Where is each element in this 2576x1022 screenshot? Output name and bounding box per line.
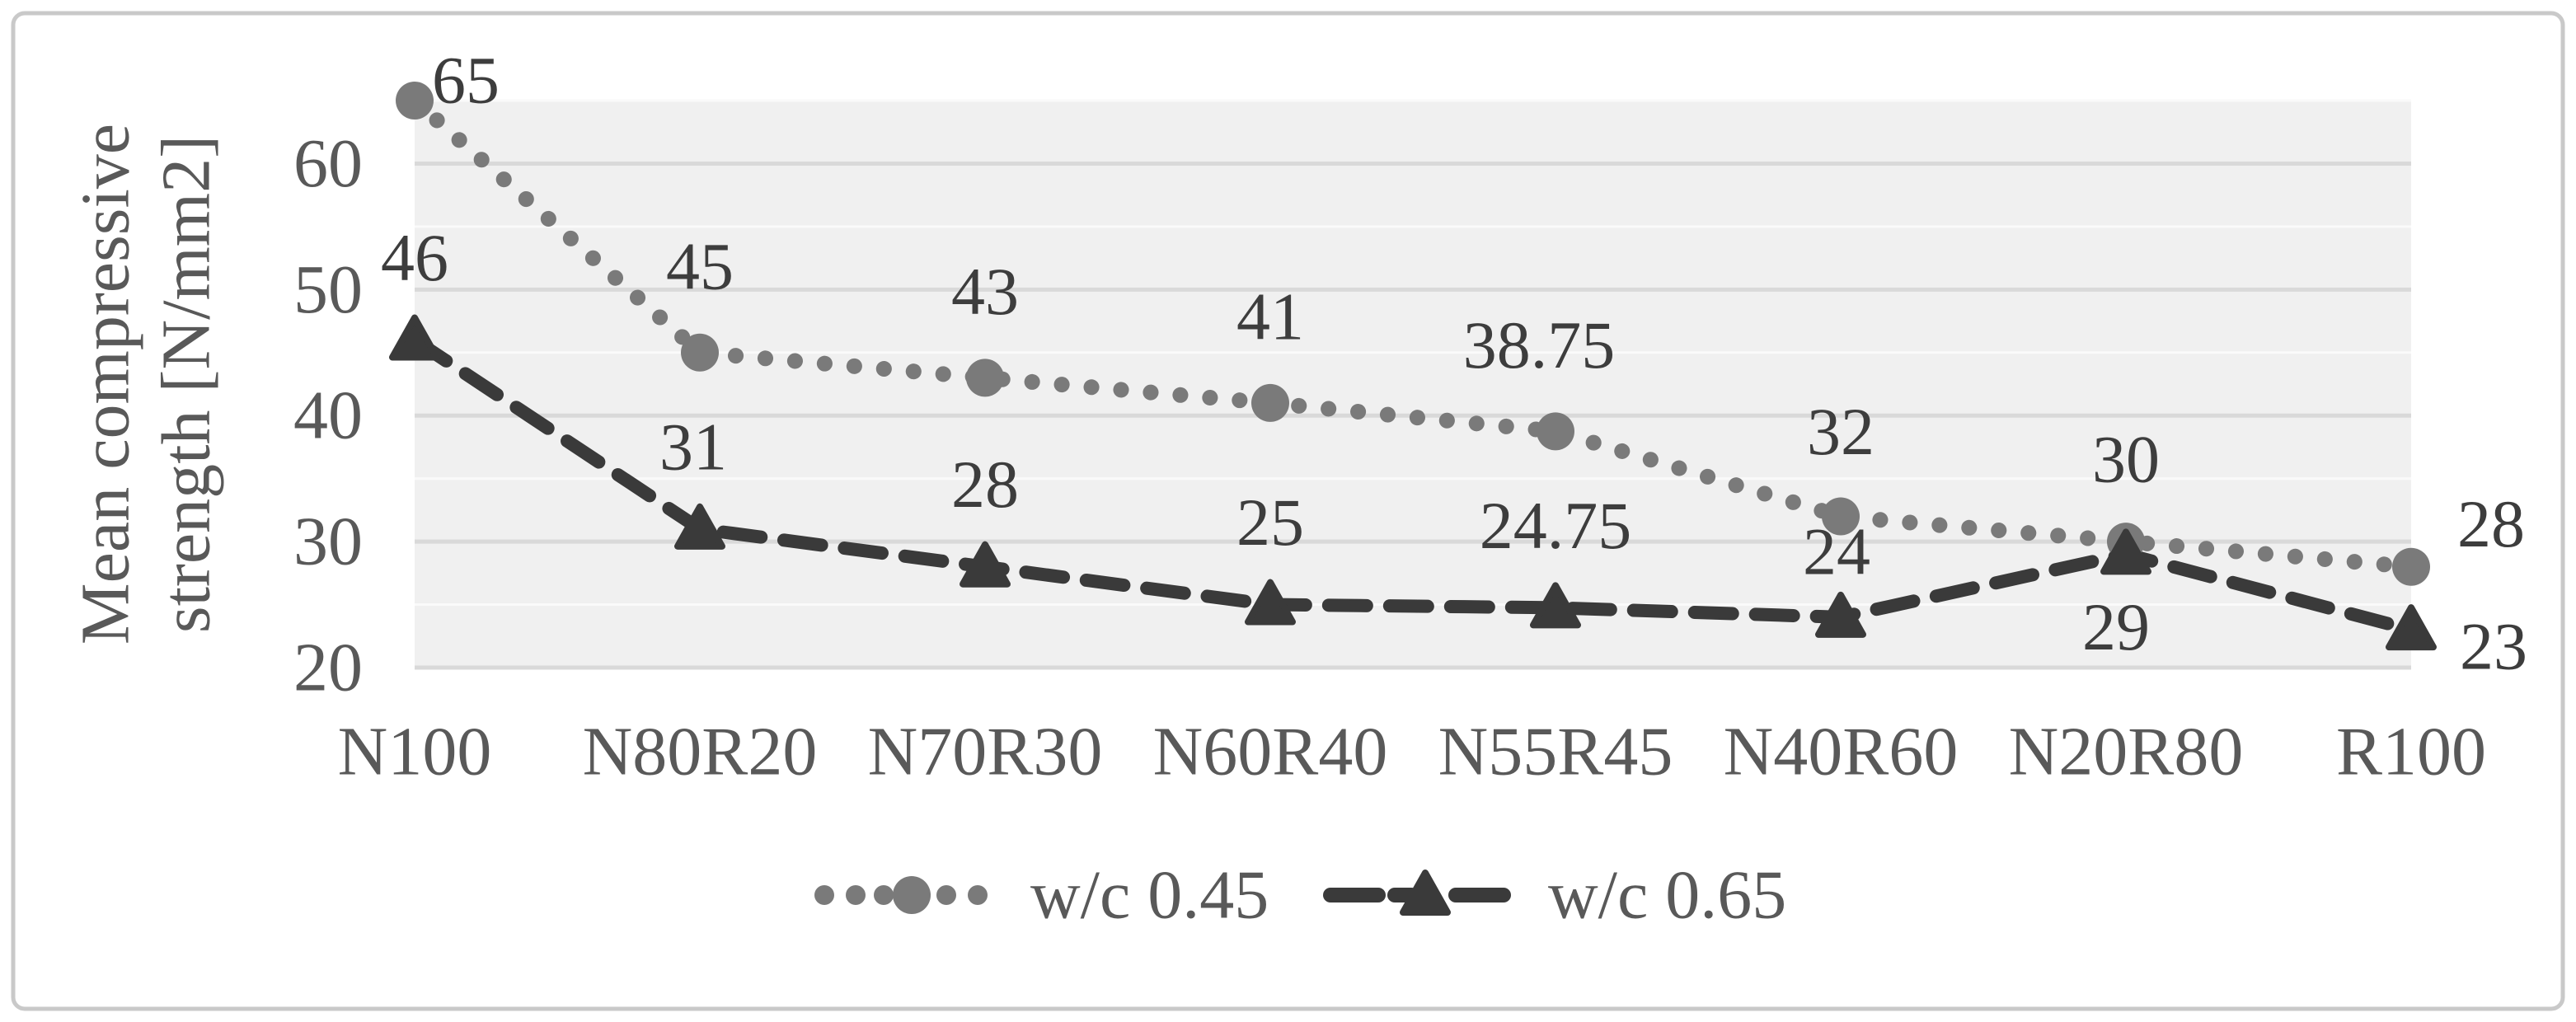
y-tick-label: 40 (293, 377, 363, 454)
data-point-marker-triangle (2386, 604, 2437, 651)
x-tick-label: N70R30 (868, 714, 1103, 790)
data-label: 31 (659, 409, 727, 484)
series-line-wc045 (406, 92, 2419, 575)
data-point-marker-triangle (1245, 579, 1296, 626)
data-label: 45 (666, 228, 734, 303)
legend-dot (874, 885, 894, 905)
data-label: 46 (381, 220, 448, 295)
data-point-marker-triangle (2100, 528, 2151, 575)
data-point-marker-circle (681, 333, 719, 372)
x-tick-label: N100 (338, 714, 492, 790)
x-tick-label: N80R20 (583, 714, 818, 790)
data-label: 29 (2082, 589, 2150, 664)
x-tick-label: R100 (2336, 714, 2486, 790)
y-tick-label: 30 (293, 504, 363, 580)
data-point-marker-circle (966, 359, 1004, 397)
data-point-marker-circle (1251, 383, 1289, 422)
x-tick-label: N20R80 (2009, 714, 2244, 790)
data-label: 25 (1236, 485, 1304, 560)
data-point-marker-triangle (960, 541, 1011, 588)
legend-marker-circle (893, 876, 931, 914)
y-tick-label: 60 (293, 125, 363, 202)
legend-label-wc045: w/c 0.45 (1030, 857, 1269, 934)
legend-marker-triangle (1400, 870, 1451, 916)
y-tick-label: 20 (293, 630, 363, 706)
data-label: 23 (2460, 609, 2527, 684)
data-label: 43 (951, 254, 1019, 329)
data-label: 32 (1807, 394, 1875, 469)
legend-dot (846, 885, 866, 905)
data-point-marker-triangle (674, 503, 725, 550)
series-line-wc065 (408, 333, 2418, 637)
data-label: 41 (1236, 279, 1304, 354)
x-tick-label: N40R60 (1724, 714, 1959, 790)
legend-label-wc065: w/c 0.65 (1548, 857, 1786, 934)
data-point-marker-triangle (389, 314, 440, 361)
data-point-marker-circle (1822, 497, 1860, 536)
legend-dot (936, 885, 956, 905)
x-tick-label: N60R40 (1153, 714, 1388, 790)
data-label: 65 (432, 43, 500, 118)
x-tick-label: N55R45 (1438, 714, 1673, 790)
legend (814, 870, 1511, 916)
data-label: 28 (951, 447, 1019, 522)
legend-dot (968, 885, 988, 905)
data-label: 38.75 (1463, 307, 1616, 382)
y-axis-title-line2: strength [N/mm2] (148, 135, 225, 633)
data-label: 24.75 (1480, 488, 1632, 563)
data-label: 24 (1803, 513, 1870, 588)
data-point-marker-circle (2392, 547, 2430, 586)
data-point-marker-circle (396, 82, 434, 120)
data-point-marker-circle (1537, 412, 1574, 451)
data-label: 28 (2457, 486, 2525, 561)
legend-dot (814, 885, 834, 905)
data-point-marker-triangle (1815, 591, 1866, 638)
y-tick-label: 50 (293, 251, 363, 328)
data-point-marker-triangle (1530, 582, 1581, 629)
plot-area-background (415, 101, 2411, 668)
data-label: 30 (2092, 422, 2160, 497)
y-axis-title-line1: Mean compressive (68, 124, 144, 645)
